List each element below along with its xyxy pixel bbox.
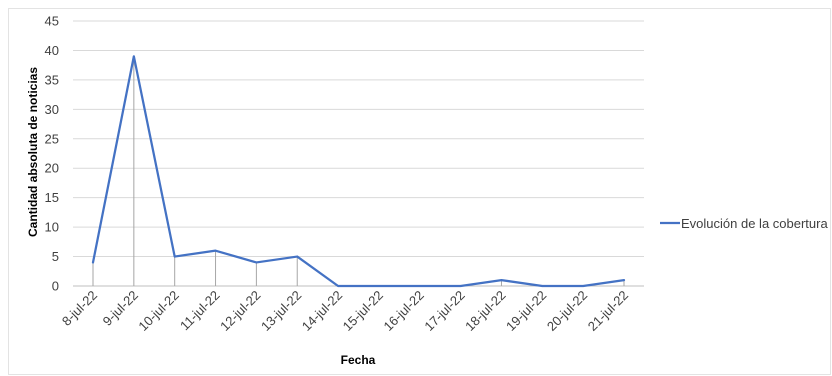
y-axis-title: Cantidad absoluta de noticias bbox=[26, 67, 40, 237]
x-tick-label: 16-jul-22 bbox=[381, 288, 427, 334]
y-tick-label: 45 bbox=[45, 14, 59, 29]
chart-frame bbox=[8, 8, 831, 375]
x-tick-label: 10-jul-22 bbox=[135, 288, 181, 334]
y-tick-label: 20 bbox=[45, 161, 59, 176]
x-tick-label: 15-jul-22 bbox=[340, 288, 386, 334]
legend: Evolución de la cobertura bbox=[660, 216, 828, 231]
legend-label: Evolución de la cobertura bbox=[681, 216, 828, 231]
y-tick-labels: 0 5 10 15 20 25 30 35 40 45 bbox=[45, 14, 59, 294]
x-tick-label: 21-jul-22 bbox=[585, 288, 631, 334]
x-tick-label: 20-jul-22 bbox=[544, 288, 590, 334]
x-tick-label: 14-jul-22 bbox=[299, 288, 345, 334]
x-tick-label: 12-jul-22 bbox=[217, 288, 263, 334]
y-tick-label: 25 bbox=[45, 131, 59, 146]
y-tick-label: 40 bbox=[45, 43, 59, 58]
x-axis-title: Fecha bbox=[341, 353, 376, 367]
x-tick-label: 19-jul-22 bbox=[503, 288, 549, 334]
series-line bbox=[91, 55, 626, 288]
y-tick-label: 35 bbox=[45, 72, 59, 87]
x-tick-label: 17-jul-22 bbox=[421, 288, 467, 334]
x-tick-label: 11-jul-22 bbox=[177, 288, 223, 334]
x-tick-label: 18-jul-22 bbox=[462, 288, 508, 334]
y-tick-label: 30 bbox=[45, 102, 59, 117]
x-tick-label: 13-jul-22 bbox=[258, 288, 304, 334]
drop-lines bbox=[92, 56, 625, 286]
x-tick-labels: 8-jul-22 9-jul-2210-jul-2211-jul-2212-jul… bbox=[59, 288, 631, 334]
y-tick-label: 10 bbox=[45, 220, 59, 235]
y-tick-label: 0 bbox=[52, 279, 59, 294]
y-tick-label: 15 bbox=[45, 190, 59, 205]
x-tick-label: 8-jul-22 bbox=[59, 288, 100, 329]
series-lines bbox=[91, 55, 626, 288]
y-gridlines bbox=[73, 20, 644, 287]
y-tick-label: 5 bbox=[52, 249, 59, 264]
